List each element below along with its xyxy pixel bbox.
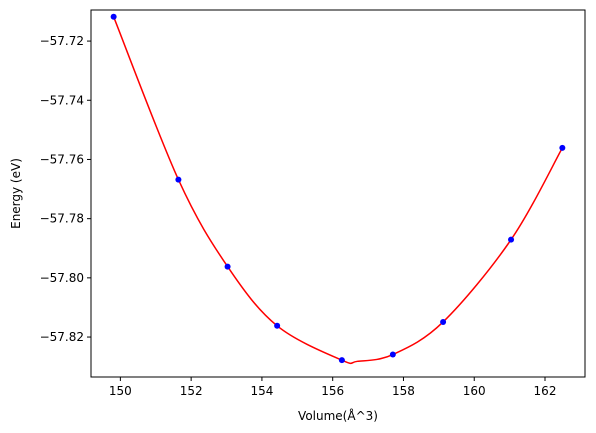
plot-area	[110, 13, 566, 365]
y-tick-label: −57.76	[40, 152, 84, 166]
y-tick-label: −57.78	[40, 212, 84, 226]
x-tick-label: 152	[180, 384, 203, 398]
y-axis-ticks: −57.82 −57.80 −57.78 −57.76 −57.74 −57.72	[40, 34, 91, 344]
fit-curve	[112, 16, 564, 365]
x-axis-label: Volume(Å^3)	[298, 408, 378, 423]
y-axis-label: Energy (eV)	[9, 158, 23, 229]
data-point	[559, 144, 566, 151]
data-point	[338, 357, 345, 364]
x-tick-label: 150	[109, 384, 132, 398]
data-point	[175, 176, 182, 183]
y-tick-label: −57.74	[40, 93, 84, 107]
axes-frame	[90, 9, 586, 378]
y-tick-label: −57.82	[40, 330, 84, 344]
y-tick-label: −57.80	[40, 271, 84, 285]
data-point	[389, 351, 396, 358]
x-tick-label: 154	[250, 384, 273, 398]
data-point	[274, 322, 281, 329]
data-point	[110, 13, 117, 20]
data-point	[224, 263, 231, 270]
x-tick-label: 158	[392, 384, 415, 398]
data-point	[440, 318, 447, 325]
data-point	[508, 236, 515, 243]
x-axis-ticks: 150 152 154 156 158 160 162	[109, 377, 557, 398]
y-tick-label: −57.72	[40, 34, 84, 48]
x-tick-label: 162	[534, 384, 557, 398]
x-tick-label: 160	[463, 384, 486, 398]
x-tick-label: 156	[321, 384, 344, 398]
